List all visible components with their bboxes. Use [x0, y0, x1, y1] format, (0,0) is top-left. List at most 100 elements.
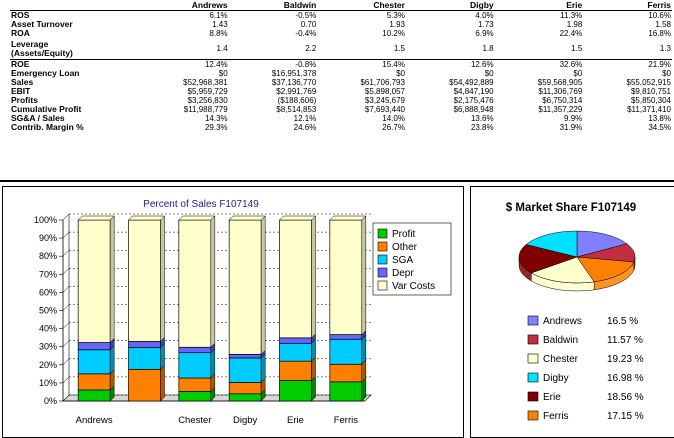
x-tick-label: Erie — [287, 415, 304, 426]
bar-side-var — [210, 215, 216, 348]
bar-top — [329, 215, 367, 221]
bar-segment-var — [279, 219, 312, 339]
stats-cell: 4.0% — [405, 10, 495, 20]
stats-row-label: Sales — [11, 77, 34, 87]
stats-cell: $55,052,915 — [626, 78, 672, 87]
bar-side-sga — [160, 342, 165, 370]
stats-row-label: ROE — [10, 59, 140, 69]
bar-segment-other — [279, 360, 312, 381]
stats-cell: 12.4% — [140, 59, 229, 69]
stats-cell: $59,568,905 — [537, 78, 583, 87]
bar-segment-var — [178, 219, 212, 348]
stats-cell: $0 — [218, 69, 228, 78]
share-name-digby: Digby — [543, 373, 569, 384]
stats-cell: $0 — [573, 69, 583, 78]
legend-label-other: Other — [392, 242, 418, 253]
share-swatch-andrews — [527, 315, 539, 326]
legend-swatch-other — [377, 241, 388, 252]
stats-cell: 1.98 — [566, 20, 583, 29]
y-tick-label: 50% — [39, 306, 57, 316]
bar-segment-profit — [329, 381, 363, 402]
bar-segment-var — [329, 219, 363, 335]
y-tick-label: 40% — [39, 324, 57, 334]
stats-cell: 32.6% — [494, 59, 584, 69]
bar-segment-depr — [228, 353, 262, 359]
stats-row-label: Contrib. Margin % — [11, 122, 84, 132]
stats-cell: $5,850,304 — [630, 96, 671, 105]
bar-segment-var — [128, 219, 161, 342]
y-tick-label: 30% — [39, 342, 57, 352]
pie-slice-andrews — [576, 230, 628, 258]
bar-side-var — [361, 215, 367, 336]
stats-row-label: SG&A / Sales — [11, 113, 65, 123]
share-name-baldwin: Baldwin — [543, 335, 578, 346]
stats-cell: 34.5% — [648, 123, 671, 132]
stats-cell: 23.8% — [470, 123, 494, 132]
y-tick-label: 80% — [39, 251, 57, 261]
bar-segment-profit — [178, 391, 212, 402]
stats-cell: $9,810,751 — [630, 87, 671, 96]
stats-cell: 12.1% — [293, 114, 317, 123]
grid-diagonal — [62, 213, 70, 221]
stats-cell: 1.5 — [571, 44, 583, 53]
bar-segment-profit — [279, 380, 312, 402]
legend-label-profit: Profit — [392, 229, 416, 240]
share-name-ferris: Ferris — [543, 411, 569, 422]
header-baldwin: Baldwin — [283, 0, 317, 10]
stats-cell: 1.58 — [655, 20, 671, 29]
stats-row-label: Profits — [11, 95, 38, 105]
bar-segment-depr — [77, 342, 111, 351]
stats-cell: $11,371,410 — [627, 105, 671, 114]
share-swatch-baldwin — [527, 334, 539, 345]
stats-cell: 24.6% — [293, 123, 317, 132]
header-ferris: Ferris — [647, 0, 671, 10]
stats-cell: 1.8 — [482, 44, 494, 53]
share-value-chester: 19.23 % — [607, 354, 644, 365]
market-share-chart: $ Market Share F107149 Andrews 16.5 % Baldw… — [506, 202, 644, 422]
header-erie: Erie — [566, 0, 583, 10]
stats-cell: $6,888,948 — [453, 105, 494, 114]
y-tick-label: 0% — [44, 396, 57, 406]
stats-cell: 11.3% — [494, 10, 584, 20]
stats-cell: -0.5% — [228, 10, 318, 20]
legend-label-var: Var Costs — [392, 281, 435, 292]
stats-row: Emergency Loan $0 $16,951,378 $0 $0 $0 $0 — [10, 69, 672, 79]
stats-row-label: ROA — [11, 28, 30, 38]
bar-side-var — [160, 215, 165, 343]
stats-cell: 1.3 — [659, 44, 671, 53]
stats-cell: 16.8% — [648, 29, 671, 38]
stats-cell: $11,306,769 — [538, 87, 583, 96]
bar-side-other — [160, 364, 165, 402]
legend-swatch-depr — [377, 267, 388, 278]
stats-cell: 1.93 — [389, 20, 405, 29]
bar-side-sga — [260, 353, 266, 384]
stats-row-label: Leverage (Assets/Equity) — [11, 38, 73, 58]
stats-row: ROS 6.1% -0.5% 5.3% 4.0% 11.3% 10.6% — [10, 10, 672, 20]
stats-cell: 8.8% — [209, 29, 228, 38]
stats-cell: 14.3% — [204, 114, 228, 123]
stats-cell: $3,245,679 — [364, 96, 405, 105]
bar-chart-title: Percent of Sales F107149 — [143, 199, 259, 210]
market-share-panel: $ Market Share F107149 Andrews 16.5 % Baldw… — [470, 186, 674, 438]
share-value-baldwin: 11.57 % — [607, 335, 643, 346]
grid-diagonal — [62, 268, 70, 275]
bar-segment-sga — [228, 357, 262, 383]
y-tick-label: 90% — [39, 233, 57, 243]
stats-row-label: EBIT — [11, 86, 31, 96]
percent-of-sales-chart: Percent of Sales F107149 0% 10% 20% 30% 40% 50… — [34, 199, 452, 426]
stats-cell: 21.9% — [583, 59, 672, 69]
stats-cell: $2,175,476 — [453, 96, 494, 105]
stats-row-label: Cumulative Profit — [11, 104, 82, 114]
stats-cell: 13.8% — [648, 114, 671, 123]
stats-cell: 31.9% — [559, 123, 583, 132]
stats-cell: $3,256,830 — [187, 96, 228, 105]
stats-cell: $16,951,378 — [271, 69, 317, 78]
stats-row: Asset Turnover 1.43 0.70 1.93 1.73 1.98 1.58 — [10, 20, 672, 30]
stats-cell: -0.8% — [228, 59, 318, 69]
stats-cell: 1.73 — [478, 20, 494, 29]
grid-diagonal — [62, 286, 70, 293]
grid-diagonal — [62, 304, 70, 311]
legend-swatch-var — [377, 280, 388, 291]
stats-row: Cumulative Profit $11,988,779 $8,514,853 $7… — [10, 104, 672, 115]
stats-cell: $0 — [484, 69, 494, 78]
